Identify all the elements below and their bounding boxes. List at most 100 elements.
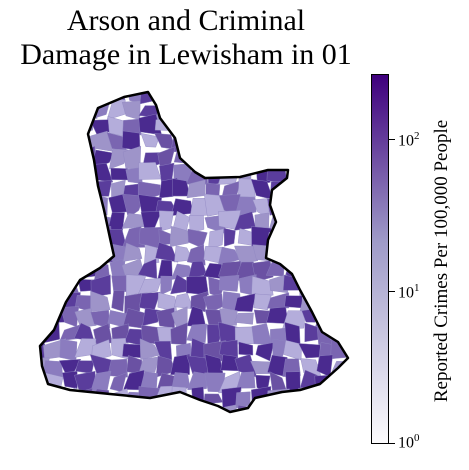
ward-polygons bbox=[40, 92, 370, 426]
ward-polygon bbox=[138, 162, 162, 180]
ward-polygon bbox=[155, 405, 178, 412]
ward-polygon bbox=[235, 119, 253, 134]
ward-polygon bbox=[75, 182, 92, 199]
ward-polygon bbox=[349, 403, 370, 426]
ward-polygon bbox=[158, 210, 174, 232]
ward-polygon bbox=[191, 145, 210, 166]
ward-polygon bbox=[345, 278, 348, 297]
ward-polygon bbox=[265, 97, 288, 117]
ward-polygon bbox=[298, 343, 321, 359]
ward-polygon bbox=[251, 134, 270, 151]
ward-polygon bbox=[218, 145, 237, 169]
ward-polygon bbox=[351, 134, 369, 152]
ward-polygon bbox=[190, 291, 208, 313]
ward-polygon bbox=[314, 179, 335, 202]
ward-polygon bbox=[40, 194, 51, 215]
ward-polygon bbox=[332, 309, 348, 330]
ward-polygon bbox=[74, 211, 98, 234]
ward-polygon bbox=[333, 259, 348, 280]
ward-polygon bbox=[42, 408, 63, 412]
ward-polygon bbox=[138, 277, 163, 295]
ward-polygon bbox=[206, 98, 222, 122]
ward-polygon bbox=[41, 229, 65, 247]
ward-polygon bbox=[233, 293, 256, 312]
ward-polygon bbox=[59, 211, 81, 230]
ward-polygon bbox=[63, 195, 80, 218]
ward-polygon bbox=[142, 403, 155, 412]
ward-polygon bbox=[41, 147, 66, 170]
ward-polygon bbox=[238, 341, 254, 356]
ward-polygon bbox=[330, 246, 348, 261]
ward-polygon bbox=[42, 259, 61, 280]
ward-polygon bbox=[299, 148, 316, 165]
ward-polygon bbox=[57, 402, 81, 412]
ward-polygon bbox=[140, 132, 160, 148]
ward-polygon bbox=[316, 388, 337, 408]
ward-polygon bbox=[44, 162, 66, 181]
ward-polygon bbox=[347, 260, 348, 280]
ward-polygon bbox=[40, 231, 49, 246]
ward-polygon bbox=[176, 113, 188, 133]
colorbar-axis-label: Reported Crimes Per 100,000 People bbox=[431, 119, 452, 403]
ward-polygon bbox=[314, 244, 333, 263]
ward-polygon bbox=[58, 92, 82, 107]
map-title: Arson and Criminal Damage in Lewisham in… bbox=[0, 4, 372, 72]
ward-polygon bbox=[91, 402, 113, 412]
ward-polygon bbox=[76, 405, 98, 412]
ward-polygon bbox=[140, 211, 162, 229]
ward-polygon bbox=[59, 166, 80, 186]
ward-polygon bbox=[191, 134, 210, 148]
ward-polygon bbox=[170, 198, 194, 217]
ward-polygon bbox=[282, 149, 300, 168]
ward-polygon bbox=[298, 115, 317, 133]
ward-polygon bbox=[315, 131, 335, 152]
ward-polygon bbox=[185, 92, 207, 107]
colorbar-tick-label-100: 102 bbox=[398, 130, 420, 150]
ward-polygon bbox=[271, 118, 289, 137]
ward-polygon bbox=[43, 273, 63, 298]
ward-polygon bbox=[42, 135, 67, 152]
ward-polygon bbox=[313, 276, 336, 294]
ward-polygon bbox=[314, 403, 337, 412]
ward-polygon bbox=[234, 245, 259, 265]
ward-polygon bbox=[74, 245, 99, 266]
ward-polygon bbox=[349, 196, 365, 215]
ward-polygon bbox=[63, 119, 76, 134]
ward-polygon bbox=[235, 148, 258, 169]
ward-polygon bbox=[281, 133, 301, 154]
ward-polygon bbox=[314, 92, 338, 106]
ward-polygon bbox=[269, 137, 289, 153]
ward-polygon bbox=[313, 194, 331, 217]
ward-polygon bbox=[332, 406, 348, 412]
map-title-line-1: Arson and Criminal bbox=[66, 4, 306, 37]
ward-polygon bbox=[316, 161, 332, 187]
ward-polygon bbox=[217, 164, 240, 185]
ward-polygon bbox=[331, 146, 348, 170]
ward-polygon bbox=[317, 211, 333, 234]
ward-polygon bbox=[283, 405, 302, 412]
ward-polygon bbox=[77, 197, 94, 211]
ward-polygon bbox=[60, 99, 81, 120]
ward-polygon bbox=[205, 147, 225, 171]
ward-polygon bbox=[265, 148, 286, 167]
ward-polygon bbox=[330, 99, 348, 122]
ward-polygon bbox=[219, 308, 238, 326]
ward-polygon bbox=[40, 258, 51, 279]
ward-polygon bbox=[139, 291, 161, 311]
ward-polygon bbox=[286, 161, 305, 183]
ward-polygon bbox=[121, 100, 141, 121]
ward-polygon bbox=[121, 213, 145, 229]
ward-polygon bbox=[251, 92, 273, 99]
ward-polygon bbox=[237, 92, 252, 101]
ward-polygon bbox=[330, 165, 348, 184]
ward-polygon bbox=[169, 92, 190, 104]
ward-polygon bbox=[40, 309, 49, 329]
ward-polygon bbox=[314, 295, 336, 314]
ward-polygon bbox=[107, 358, 128, 378]
ward-polygon bbox=[303, 263, 318, 279]
ward-polygon bbox=[266, 92, 289, 102]
ward-polygon bbox=[59, 225, 81, 245]
ward-polygon bbox=[43, 92, 65, 104]
ward-polygon bbox=[185, 275, 209, 296]
